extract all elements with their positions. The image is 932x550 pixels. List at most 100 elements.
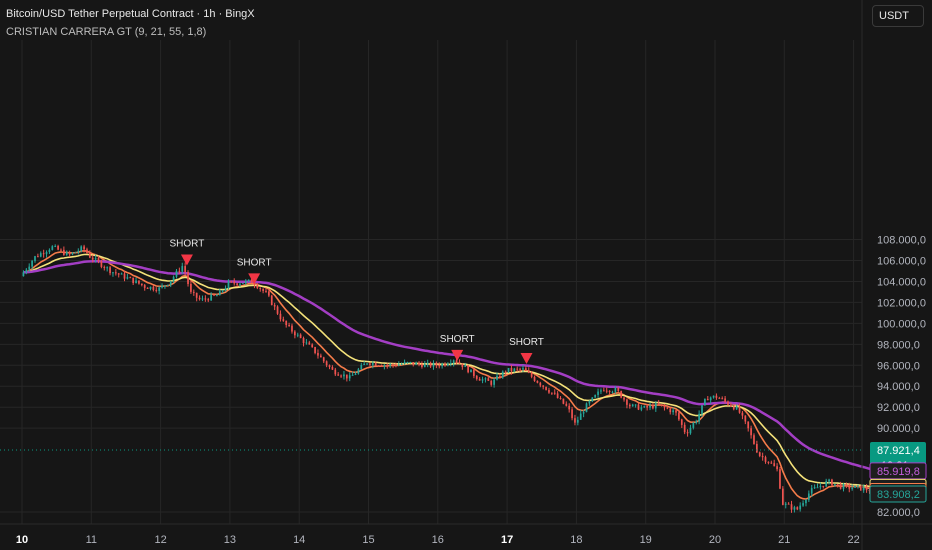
candle-body [149,286,152,289]
candle-body [550,392,553,394]
candle-body [397,364,400,366]
candle-body [91,257,94,260]
candle-body [426,362,429,364]
candle-body [594,394,597,398]
candle-body [31,260,33,267]
candle-body [744,415,747,422]
candle-body [250,279,253,283]
candle-body [270,295,273,305]
currency-button[interactable]: USDT [872,5,924,27]
x-tick-label: 12 [154,534,166,546]
candle-body [542,385,545,387]
candle-body [807,493,810,500]
candle-body [507,367,510,372]
short-signal-marker [451,349,464,361]
candle-body [730,404,732,407]
candle-body [637,404,640,410]
candle-body [816,487,819,489]
candle-body [288,325,290,327]
candle-body [184,266,187,272]
candle-body [94,257,97,260]
candle-body [646,406,649,408]
candle-body [865,487,868,491]
candle-body [732,406,735,410]
indicator-legend[interactable]: CRISTIAN CARRERA GT (9, 21, 55, 1,8) [6,26,207,38]
candle-body [576,419,579,423]
candle-body [334,369,337,375]
x-tick-label: 19 [640,534,652,546]
candle-body [60,249,62,251]
candle-body [138,280,140,284]
candle-body [51,246,54,250]
candle-body [395,364,397,366]
short-signal-marker [520,352,533,364]
candle-body [686,432,689,434]
chart-title: Bitcoin/USD Tether Perpetual Contract · … [6,8,255,20]
x-tick-label: 15 [362,534,374,546]
candle-body [496,375,498,380]
candle-body [54,245,57,247]
y-tick-label: 96.000,0 [877,360,920,372]
candle-body [767,461,770,463]
candle-body [504,371,507,373]
candle-body [314,347,316,353]
candle-body [444,363,446,366]
candle-body [155,289,158,291]
candle-body [617,388,620,392]
candle-body [86,249,88,254]
candle-body [764,457,767,462]
candle-body [793,507,796,510]
candle-body [695,421,698,423]
candle-body [418,362,420,365]
candle-body [539,382,542,386]
candles [22,244,885,513]
candle-body [467,365,469,373]
candle-body [247,279,250,281]
candle-body [654,403,657,409]
candle-body [475,375,478,379]
short-signal-marker [248,273,261,285]
candle-body [319,355,322,358]
candle-body [392,364,394,366]
candle-body [848,484,851,489]
candle-body [126,277,129,279]
candle-body [169,281,172,285]
candle-body [97,257,100,262]
candle-body [406,362,409,364]
candle-body [360,365,363,370]
candle-body [106,267,109,269]
candle-body [738,406,741,413]
candle-body [158,287,161,291]
candle-body [164,285,166,287]
candle-body [787,503,790,505]
candle-body [129,277,132,279]
candle-body [201,298,204,300]
candle-body [501,371,504,378]
candle-body [628,404,631,407]
y-tick-label: 90.000,0 [877,423,920,435]
candle-body [452,360,455,364]
candle-body [409,362,412,364]
candle-body [282,319,285,321]
candle-body [377,365,380,367]
price-tag-other-bg [869,485,927,503]
candle-body [239,283,241,285]
candle-body [328,365,331,368]
candle-body [259,288,262,290]
candle-body [487,378,490,381]
candle-body [533,376,536,381]
candle-body [614,388,617,392]
candle-body [473,369,475,376]
candle-body [631,404,634,407]
candle-body [721,398,724,400]
x-tick-label: 22 [847,534,859,546]
candle-body [582,412,585,414]
candle-body [216,295,218,297]
ema-slow-tag: 85.919,8 [877,466,920,478]
x-tick-label: 17 [501,534,513,546]
candle-body [28,266,31,270]
candle-body [556,393,559,399]
